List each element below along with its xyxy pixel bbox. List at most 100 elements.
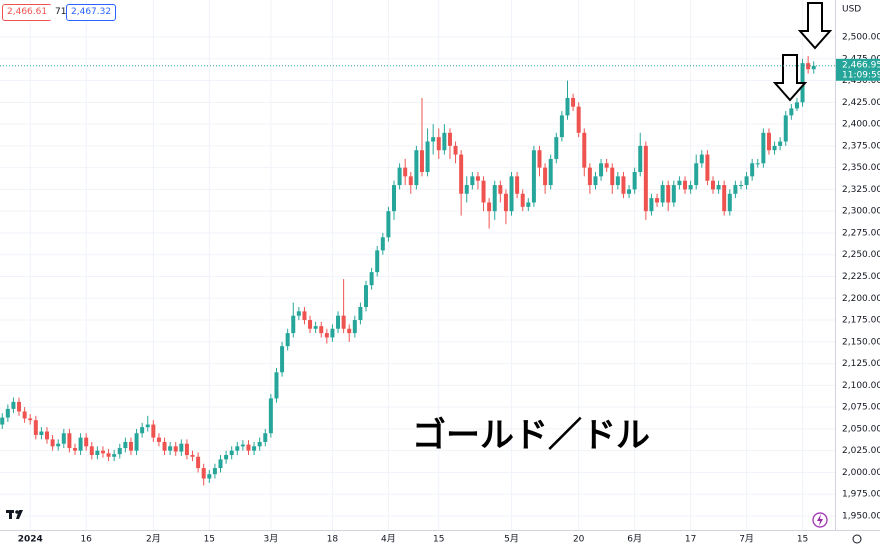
candle-body bbox=[727, 193, 732, 212]
candle-body bbox=[576, 106, 581, 133]
candle-body bbox=[134, 433, 139, 451]
candle-body bbox=[112, 454, 117, 457]
candle-body bbox=[67, 433, 72, 449]
candle-body bbox=[666, 185, 671, 203]
candle-body bbox=[772, 145, 777, 151]
candle-body bbox=[447, 132, 452, 146]
candle-body bbox=[28, 418, 33, 421]
candle-body bbox=[548, 158, 553, 186]
x-tick-label: 2024 bbox=[18, 535, 43, 545]
candle-body bbox=[806, 63, 811, 70]
candle-body bbox=[61, 433, 66, 444]
candle-body bbox=[336, 315, 341, 329]
y-tick-label: 2,375.00 bbox=[842, 141, 880, 151]
candle-body bbox=[554, 137, 559, 159]
candle-body bbox=[498, 185, 503, 194]
candle-body bbox=[224, 455, 229, 460]
y-tick-label: 2,075.00 bbox=[842, 403, 880, 413]
candle-body bbox=[95, 450, 100, 456]
candle-body bbox=[156, 437, 161, 442]
candle-body bbox=[677, 180, 682, 186]
candle-body bbox=[537, 150, 542, 168]
candle-body bbox=[470, 176, 475, 186]
candle-body bbox=[123, 441, 128, 449]
y-tick-label: 2,300.00 bbox=[842, 207, 880, 217]
candle-body bbox=[296, 311, 301, 316]
buy-price[interactable]: 2,467.32 bbox=[66, 4, 117, 21]
y-tick-label: 2,325.00 bbox=[842, 185, 880, 195]
candle-body bbox=[207, 474, 212, 479]
candle-body bbox=[291, 315, 296, 334]
candle-body bbox=[431, 137, 436, 142]
candle-body bbox=[56, 443, 61, 447]
candle-body bbox=[72, 448, 77, 451]
x-tick-label: 18 bbox=[327, 535, 339, 545]
candle-body bbox=[582, 132, 587, 168]
candle-body bbox=[627, 189, 632, 194]
x-tick-label: 15 bbox=[797, 535, 808, 545]
candle-body bbox=[302, 311, 307, 321]
candle-body bbox=[565, 97, 570, 116]
candle-body bbox=[761, 132, 766, 164]
candle-body bbox=[621, 176, 626, 194]
y-tick-label: 2,425.00 bbox=[842, 98, 880, 108]
candle-body bbox=[442, 132, 447, 151]
candle-body bbox=[358, 306, 363, 321]
candle-body bbox=[599, 163, 604, 177]
candle-body bbox=[391, 185, 396, 212]
settings-button[interactable] bbox=[852, 534, 862, 544]
candle-body bbox=[722, 185, 727, 212]
y-tick-label: 2,225.00 bbox=[842, 272, 880, 282]
candle-body bbox=[140, 427, 145, 434]
x-tick-label: 3月 bbox=[264, 534, 279, 545]
candle-body bbox=[173, 446, 178, 452]
candle-body bbox=[263, 433, 268, 442]
candle-body bbox=[50, 439, 55, 447]
candle-body bbox=[84, 437, 89, 447]
candle-body bbox=[755, 163, 760, 165]
candle-body bbox=[783, 115, 788, 142]
candle-body bbox=[738, 185, 743, 187]
candle-body bbox=[11, 401, 16, 409]
y-tick-label: 2,250.00 bbox=[842, 250, 880, 260]
candle-body bbox=[414, 150, 419, 186]
candle-body bbox=[235, 446, 240, 451]
candle-body bbox=[190, 455, 195, 457]
candle-body bbox=[587, 167, 592, 186]
candle-body bbox=[559, 115, 564, 138]
candle-body bbox=[766, 132, 771, 151]
y-tick-label: 2,175.00 bbox=[842, 316, 880, 326]
candle-body bbox=[5, 408, 10, 418]
candle-body bbox=[655, 198, 660, 203]
y-tick-label: 2,000.00 bbox=[842, 468, 880, 478]
annotation: ゴールド／ドル bbox=[412, 416, 650, 456]
candle-body bbox=[369, 272, 374, 286]
candle-body bbox=[397, 167, 402, 186]
candle-body bbox=[683, 180, 688, 190]
y-tick-label: 2,275.00 bbox=[842, 228, 880, 238]
candle-body bbox=[347, 328, 352, 334]
candle-body bbox=[660, 185, 665, 203]
candle-body bbox=[274, 372, 279, 399]
candle-body bbox=[162, 441, 167, 451]
candle-body bbox=[403, 167, 408, 177]
candle-body bbox=[593, 176, 598, 186]
candle-body bbox=[78, 437, 83, 451]
candle-body bbox=[503, 193, 508, 212]
candle-body bbox=[475, 176, 480, 181]
candle-body bbox=[313, 326, 318, 329]
candle-body bbox=[694, 163, 699, 186]
sell-price[interactable]: 2,466.61 bbox=[2, 4, 53, 21]
candle-body bbox=[604, 163, 609, 168]
x-tick-label: 2月 bbox=[146, 534, 161, 545]
y-tick-label: 2,500.00 bbox=[842, 33, 880, 43]
candle-body bbox=[151, 424, 156, 438]
candle-body bbox=[0, 417, 5, 425]
candle-body bbox=[643, 145, 648, 212]
candle-body bbox=[324, 333, 329, 338]
tv-logo bbox=[6, 510, 23, 519]
candle-body bbox=[184, 443, 189, 456]
y-tick-label: 2,350.00 bbox=[842, 163, 880, 173]
candle-body bbox=[341, 315, 346, 329]
candle-body bbox=[419, 150, 424, 172]
